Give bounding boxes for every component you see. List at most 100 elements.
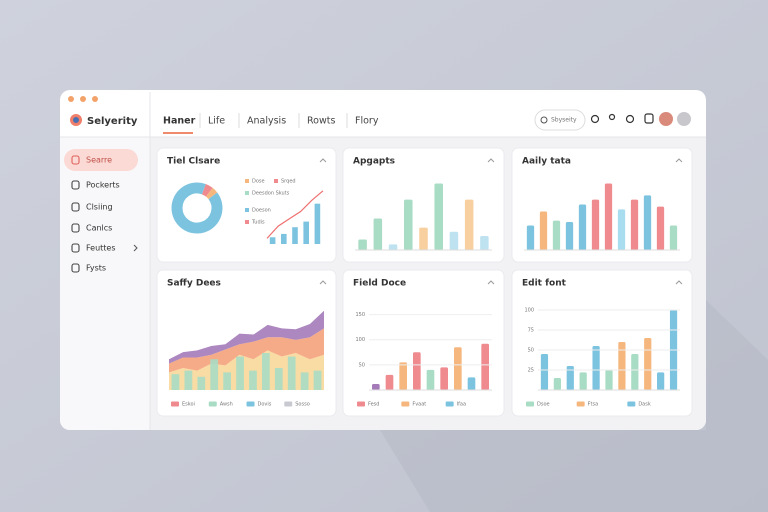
bar: [413, 352, 421, 390]
y-tick-label: 75: [528, 328, 534, 334]
legend-swatch: [357, 401, 365, 407]
bar: [303, 221, 309, 244]
card-title: Tiel Clsare: [167, 157, 220, 167]
bar: [171, 374, 180, 390]
bar: [464, 199, 474, 250]
bar: [314, 203, 321, 244]
menu-icon: [71, 202, 80, 212]
icon-user[interactable]: [608, 113, 616, 121]
area: [169, 328, 324, 373]
bar: [454, 347, 462, 390]
menu-item[interactable]: Searre: [86, 156, 112, 165]
tab[interactable]: Flory: [355, 116, 379, 127]
sidebar: [60, 137, 150, 430]
legend-label: Fesd: [368, 402, 379, 408]
legend-swatch: [245, 220, 249, 224]
legend-swatch: [171, 401, 179, 407]
icon-box[interactable]: [644, 113, 654, 124]
card-menu[interactable]: [487, 280, 495, 285]
y-tick-label: 100: [355, 337, 365, 343]
bar: [287, 356, 296, 390]
legend-swatch: [627, 401, 636, 407]
avatar[interactable]: [677, 112, 691, 126]
bar: [434, 183, 443, 250]
bar: [419, 227, 428, 250]
bar: [300, 372, 309, 390]
legend-swatch: [245, 191, 249, 195]
tabs: Haner Life Analysis Rowts Flory: [163, 113, 379, 134]
bar: [184, 370, 193, 390]
legend-label: Dose: [252, 179, 265, 185]
bar: [579, 372, 587, 390]
menu-item[interactable]: Fysts: [86, 264, 106, 273]
card-menu[interactable]: [319, 280, 327, 285]
logo: [73, 117, 79, 123]
bar: [385, 374, 394, 390]
bar: [591, 199, 600, 250]
bar: [526, 225, 535, 250]
menu-active: [64, 149, 138, 171]
bar: [630, 199, 639, 250]
tab[interactable]: Rowts: [307, 116, 335, 127]
legend-swatch: [245, 179, 249, 183]
bar: [481, 343, 489, 390]
menu-item[interactable]: Pockerts: [86, 181, 120, 190]
y-tick-label: 50: [359, 362, 365, 368]
bar: [249, 370, 257, 390]
line: [266, 190, 324, 239]
legend-swatch: [245, 208, 249, 212]
bar: [643, 195, 652, 250]
card-menu[interactable]: [319, 158, 327, 163]
legend-swatch: [576, 401, 585, 407]
tab[interactable]: Life: [208, 116, 225, 127]
search-text: Sbyseity: [551, 117, 577, 124]
menu-item[interactable]: Canlcs: [86, 224, 112, 233]
bar: [656, 206, 665, 250]
card-menu[interactable]: [675, 158, 683, 163]
icon-find[interactable]: [625, 114, 635, 124]
legend-label: Doeson: [252, 208, 271, 214]
menu-item[interactable]: Clsiing: [86, 203, 113, 212]
bar: [669, 225, 678, 250]
legend-label: Srqed: [281, 179, 296, 185]
bar: [269, 237, 276, 244]
brand: Selyerity: [87, 116, 138, 127]
legend-label: Dsoe: [537, 402, 550, 408]
tab[interactable]: Analysis: [247, 116, 286, 127]
window-dot: [68, 96, 74, 102]
bar: [210, 359, 219, 390]
legend-swatch: [445, 401, 454, 407]
card-menu[interactable]: [487, 158, 495, 163]
legend-swatch: [284, 401, 293, 407]
card-title: Field Doce: [353, 279, 406, 289]
area: [169, 310, 324, 364]
card: Aaily tata: [511, 147, 693, 263]
menu-icon: [71, 180, 80, 190]
legend-label: Ftsa: [588, 402, 599, 408]
bar: [467, 377, 476, 390]
bar: [281, 233, 287, 244]
bar: [262, 353, 270, 390]
bar: [605, 370, 613, 390]
bar: [388, 244, 398, 250]
card: Field Doce 50 100 150 Fesd Fvaat Ifaa: [342, 269, 505, 417]
search-box[interactable]: [534, 109, 586, 131]
y-tick-label: 150: [355, 312, 365, 318]
menu-item[interactable]: Feuttes: [86, 244, 116, 253]
card-title: Aaily tata: [522, 157, 571, 167]
menu-icon: [71, 223, 80, 233]
legend-label: Eskoi: [182, 402, 195, 408]
card: Tiel Clsare Dose Srqed Deesdon Skuts Doeson T…: [156, 147, 337, 263]
bar: [292, 227, 298, 244]
legend-label: Ifaa: [457, 402, 466, 408]
bar: [426, 369, 435, 390]
icon-search[interactable]: [590, 114, 600, 124]
tab[interactable]: Haner: [163, 116, 196, 127]
search-icon: [540, 116, 548, 124]
card-menu[interactable]: [675, 280, 683, 285]
card-title: Apgapts: [353, 157, 395, 167]
window-dot: [80, 96, 86, 102]
avatar[interactable]: [659, 112, 673, 126]
menu-icon: [71, 155, 80, 165]
